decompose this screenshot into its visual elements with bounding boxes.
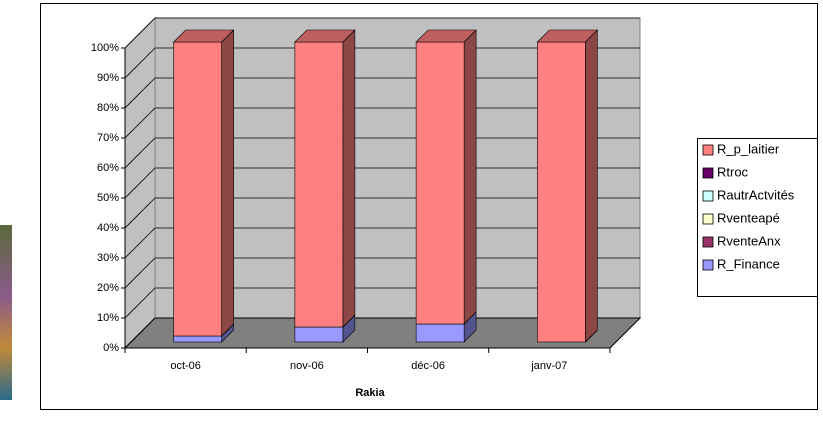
- legend-label: R_Finance: [717, 256, 780, 271]
- legend-label: R_p_laitier: [717, 141, 780, 156]
- x-tick-label: déc-06: [411, 360, 445, 372]
- grid-line: [124, 197, 156, 229]
- y-tick-label: 40%: [97, 222, 119, 234]
- y-tick-label: 70%: [97, 132, 119, 144]
- bar: [173, 41, 222, 337]
- grid-line: [124, 257, 156, 289]
- grid-line: [124, 317, 156, 349]
- bar-side: [221, 29, 234, 337]
- bar: [537, 41, 586, 343]
- legend-label: RautrActvités: [717, 187, 795, 202]
- grid-line: [124, 17, 156, 49]
- y-tick-label: 90%: [97, 72, 119, 84]
- background-photo: [0, 225, 12, 400]
- bar-top: [415, 29, 477, 43]
- y-tick-label: 0%: [103, 342, 119, 354]
- x-axis-title: Rakia: [355, 387, 385, 399]
- bar-side: [463, 29, 477, 325]
- y-tick-label: 10%: [97, 312, 119, 324]
- grid-line: [124, 107, 156, 139]
- legend-label: RventeAnx: [717, 233, 781, 248]
- x-tick-label: janv-07: [530, 360, 567, 372]
- legend-swatch: [702, 236, 714, 248]
- bar: [294, 41, 344, 328]
- grid-line: [124, 47, 156, 79]
- legend-label: Rtroc: [717, 164, 749, 179]
- y-tick-label: 50%: [97, 192, 119, 204]
- x-tick-label: oct-06: [170, 360, 201, 372]
- grid-line: [124, 77, 156, 109]
- grid-line: [124, 167, 156, 199]
- legend-swatch: [702, 190, 714, 202]
- bar-top: [172, 29, 235, 43]
- y-tick-label: 80%: [97, 102, 119, 114]
- bar-top: [294, 29, 356, 43]
- legend-label: Rventeapé: [717, 210, 780, 225]
- legend-swatch: [702, 144, 714, 156]
- x-tick-label: nov-06: [290, 360, 324, 372]
- legend-swatch: [702, 259, 714, 271]
- y-tick-label: 60%: [97, 162, 119, 174]
- grid-line: [124, 137, 156, 169]
- legend: [697, 138, 818, 297]
- grid-line: [124, 287, 156, 319]
- grid-line: [124, 227, 156, 259]
- bar-side: [342, 29, 356, 328]
- bar-side: [585, 29, 598, 343]
- bar: [415, 41, 465, 325]
- bar: [294, 326, 344, 343]
- legend-swatch: [702, 167, 714, 179]
- y-tick-label: 30%: [97, 252, 119, 264]
- legend-items: R_p_laitier Rtroc RautrActvités Rventeapé Rv…: [702, 141, 795, 271]
- legend-swatch: [702, 213, 714, 225]
- y-tick-label: 100%: [91, 42, 119, 54]
- bar: [415, 323, 465, 343]
- bar-top: [536, 29, 599, 43]
- y-tick-label: 20%: [97, 282, 119, 294]
- bar: [173, 335, 222, 343]
